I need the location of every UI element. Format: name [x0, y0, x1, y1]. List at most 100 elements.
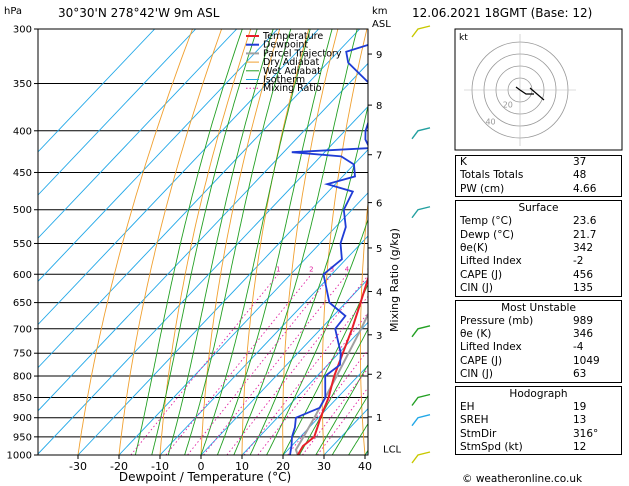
legend-label: Wet Adiabat	[263, 66, 321, 77]
km-tick-label: 4	[376, 288, 382, 299]
surface-value: 456	[573, 268, 594, 281]
legend-label: Mixing Ratio	[263, 83, 322, 94]
hodograph-ring-label: 20	[503, 100, 513, 109]
wind-barb	[411, 414, 431, 427]
unstable-label: CIN (J)	[460, 368, 493, 381]
temperature-tick-label: -10	[151, 460, 169, 473]
isotherm-line	[38, 29, 320, 326]
legend-label: Parcel Trajectory	[263, 48, 342, 59]
pressure-tick-label: 650	[13, 298, 32, 309]
unstable-label: CAPE (J)	[460, 354, 503, 367]
temperature-tick-label: 40	[358, 460, 372, 473]
hodograph-trace	[515, 86, 534, 95]
hodograph-index-row: SREH 13	[456, 414, 621, 427]
copyright-credit: © weatheronline.co.uk	[462, 473, 583, 485]
surface-value: 135	[573, 282, 594, 295]
mixing-ratio-line	[165, 274, 312, 455]
mixing-ratio-label: 1	[276, 265, 280, 273]
mixing-ratio-label: 2	[309, 265, 313, 273]
isotherm-line	[38, 105, 368, 455]
dry-adiabat-line	[77, 29, 193, 455]
storm-motion-arrow	[529, 87, 545, 101]
wind-barb	[411, 127, 431, 140]
mixing-ratio-label: 3	[330, 265, 334, 273]
surface-value: 23.6	[573, 215, 597, 228]
lcl-label: LCL	[383, 445, 402, 456]
dry-adiabat-line	[159, 29, 252, 455]
surface-row: CIN (J) 135	[456, 282, 621, 295]
unstable-value: 346	[573, 328, 594, 341]
hodograph-index-row: StmSpd (kt) 12	[456, 441, 621, 454]
index-label: PW (cm)	[460, 182, 505, 195]
wet-adiabat-line	[249, 104, 368, 455]
temperature-tick-label: 20	[276, 460, 290, 473]
mixing-ratio-line	[203, 274, 348, 455]
km-tick-label: 2	[376, 370, 382, 381]
mixing-ratio-line	[243, 295, 368, 455]
surface-row: Dewp (°C) 21.7	[456, 229, 621, 242]
isotherm-line	[38, 29, 156, 153]
hodograph-index-row: StmDir 316°	[456, 428, 621, 441]
isotherm-line	[241, 321, 368, 455]
km-tick-label: 5	[376, 244, 382, 255]
wind-barb	[411, 393, 431, 406]
km-tick-label: 1	[376, 413, 382, 424]
location-title: 30°30'N 278°42'W 9m ASL	[58, 6, 220, 20]
temperature-tick-label: -30	[69, 460, 87, 473]
km-axis-title-km: km	[372, 6, 388, 17]
unstable-row: CIN (J) 63	[456, 368, 621, 381]
hodograph-index-label: StmSpd (kt)	[460, 440, 523, 453]
pressure-tick-label: 800	[13, 372, 32, 383]
km-tick-label: 9	[376, 50, 382, 61]
hodograph-index-value: 12	[573, 440, 587, 453]
dry-adiabat-line	[282, 29, 339, 455]
index-label: K	[460, 156, 467, 168]
unstable-value: -4	[573, 341, 584, 354]
hpa-unit-label: hPa	[4, 6, 22, 17]
pressure-tick-label: 350	[13, 79, 32, 90]
pressure-tick-label: 450	[13, 168, 32, 179]
hodograph-frame	[454, 28, 623, 151]
surface-label: CIN (J)	[460, 282, 493, 295]
temperature-tick-label: 0	[198, 460, 205, 473]
temperature-line	[296, 275, 368, 455]
pressure-tick-label: 550	[13, 239, 32, 250]
dry-adiabat-line	[241, 29, 310, 455]
hodograph-index-value: 316°	[573, 427, 599, 440]
pressure-tick-label: 500	[13, 205, 32, 216]
dry-adiabat-line	[397, 29, 425, 455]
surface-value: 21.7	[573, 228, 597, 241]
temperature-tick-label: -20	[110, 460, 128, 473]
index-value: 4.66	[573, 182, 597, 195]
surface-title: Surface	[518, 202, 559, 215]
hodograph-indices-block: Hodograph EH 19 SREH 13 StmDir 316° StmSpd (kt…	[455, 385, 622, 456]
hodograph-index-value: 13	[573, 414, 587, 427]
pressure-tick-label: 900	[13, 413, 32, 424]
hodograph-indices-title: Hodograph	[509, 387, 568, 400]
hodograph-index-row: EH 19	[456, 401, 621, 414]
wind-barb	[411, 325, 431, 338]
hodograph-kt-label: kt	[459, 33, 468, 43]
hodograph: kt 20 40	[454, 28, 623, 151]
mixing-ratio-line	[187, 274, 333, 455]
isotherm-line	[200, 278, 368, 455]
wind-barb	[411, 206, 431, 219]
temperature-tick-label: 30	[317, 460, 331, 473]
surface-label: Dewp (°C)	[460, 228, 514, 241]
mixing-ratio-label: 16	[422, 265, 431, 273]
km-tick-label: 3	[376, 331, 382, 342]
surface-value: -2	[573, 255, 584, 268]
surface-value: 342	[573, 242, 594, 255]
surface-label: Lifted Index	[460, 255, 522, 268]
surface-row: Lifted Index -2	[456, 255, 621, 268]
hodograph-index-value: 19	[573, 400, 587, 413]
mixing-ratio-line	[130, 274, 279, 455]
km-axis: 9 8 7 6 5 4 3 2 1 LCL	[368, 50, 402, 456]
wind-barbs	[411, 25, 431, 464]
pressure-tick-label: 600	[13, 270, 32, 281]
mixing-ratio-axis-title: Mixing Ratio (g/kg)	[388, 228, 401, 332]
wet-adiabat-line	[167, 29, 274, 455]
hodograph-index-label: StmDir	[460, 427, 497, 440]
pressure-tick-label: 750	[13, 349, 32, 360]
